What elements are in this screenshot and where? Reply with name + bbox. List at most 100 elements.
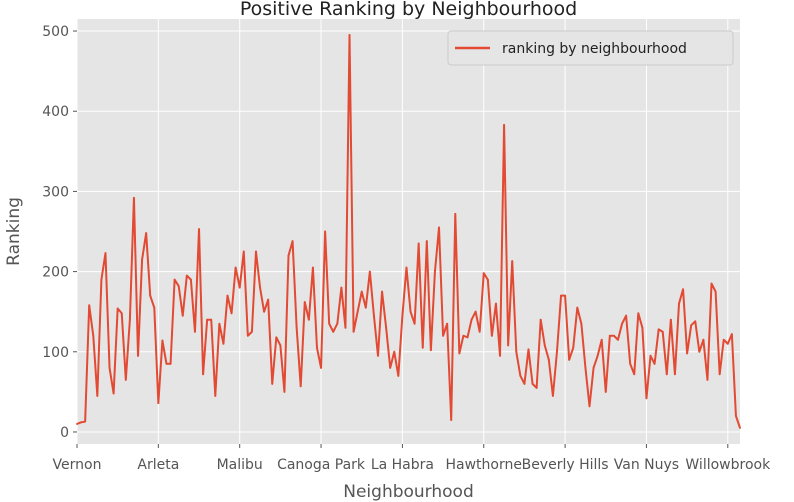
data-point (116, 307, 119, 310)
data-point (621, 322, 623, 325)
data-point (198, 228, 200, 230)
data-point (405, 266, 408, 269)
data-point (604, 390, 607, 393)
data-point (661, 330, 664, 333)
data-point (495, 302, 497, 305)
data-point (222, 342, 225, 345)
data-point (267, 298, 270, 301)
x-tick-label: Vernon (53, 457, 102, 473)
data-point (511, 260, 514, 263)
y-tick-label: 500 (42, 24, 69, 40)
data-point (592, 366, 595, 369)
data-point (128, 318, 131, 321)
grid (76, 19, 740, 444)
x-tick-label: Malibu (217, 457, 263, 473)
data-point (527, 348, 530, 351)
data-point (576, 306, 579, 309)
x-tick-label: Canoga Park (277, 457, 366, 473)
data-point (328, 322, 331, 325)
data-point (478, 330, 481, 333)
data-point (486, 278, 489, 281)
data-point (364, 306, 367, 309)
data-point (307, 318, 310, 321)
data-point (96, 394, 99, 397)
series-line-ranking (76, 34, 741, 429)
data-point (389, 366, 392, 369)
data-point (450, 419, 453, 421)
data-point (686, 352, 689, 355)
data-point (551, 394, 554, 397)
data-point (718, 373, 721, 376)
data-point (409, 310, 412, 313)
data-point (515, 350, 518, 353)
data-point (141, 258, 143, 261)
data-point (580, 322, 583, 325)
data-point (153, 306, 156, 309)
data-point (226, 294, 229, 297)
data-point (169, 362, 172, 365)
data-point (637, 312, 640, 315)
data-point (556, 350, 558, 353)
data-point (417, 242, 420, 245)
data-point (596, 354, 599, 357)
y-axis-title: Ranking (4, 197, 24, 266)
legend-box (447, 30, 734, 66)
data-point (100, 278, 103, 281)
data-point (608, 334, 611, 337)
data-point (299, 385, 302, 388)
data-point (466, 336, 469, 339)
data-point (503, 123, 505, 126)
data-point (173, 278, 176, 281)
data-point (291, 240, 294, 243)
data-point (568, 358, 571, 361)
data-point (214, 394, 217, 397)
chart-title: Positive Ranking by Neighbourhood (240, 0, 577, 20)
data-point (259, 286, 261, 289)
data-point (543, 344, 546, 347)
data-point (352, 330, 355, 333)
data-point (421, 346, 424, 349)
x-axis-title: Neighbourhood (343, 482, 474, 502)
data-point (674, 373, 676, 376)
data-point (76, 423, 78, 425)
data-point (657, 328, 660, 331)
data-point (210, 318, 213, 321)
data-point (332, 330, 335, 333)
data-point (206, 318, 209, 321)
data-point (283, 390, 286, 393)
data-point (145, 232, 148, 235)
data-point (234, 266, 237, 269)
data-point (678, 302, 680, 305)
series-layer (76, 34, 741, 429)
data-point (324, 230, 327, 233)
data-point (393, 350, 396, 353)
data-point (653, 362, 656, 365)
data-point (340, 286, 343, 289)
data-point (230, 312, 233, 315)
data-point (572, 346, 575, 349)
data-point (714, 290, 717, 293)
data-point (161, 339, 164, 342)
data-point (124, 378, 127, 381)
data-point (149, 294, 152, 297)
x-tick-label: Van Nuys (614, 457, 679, 473)
data-point (531, 382, 534, 385)
data-point (251, 330, 253, 333)
data-point (316, 346, 318, 349)
data-point (356, 310, 359, 313)
data-point (535, 386, 538, 389)
data-point (104, 252, 107, 255)
legend: ranking by neighbourhood (447, 30, 734, 66)
data-point (401, 314, 404, 317)
plot-area (77, 19, 740, 444)
data-point (454, 212, 457, 215)
data-point (295, 326, 298, 329)
data-point (499, 354, 501, 357)
data-point (133, 196, 135, 199)
data-point (730, 333, 733, 336)
data-point (690, 324, 693, 327)
data-point (702, 338, 705, 341)
data-point (348, 34, 351, 36)
data-point (185, 274, 188, 277)
